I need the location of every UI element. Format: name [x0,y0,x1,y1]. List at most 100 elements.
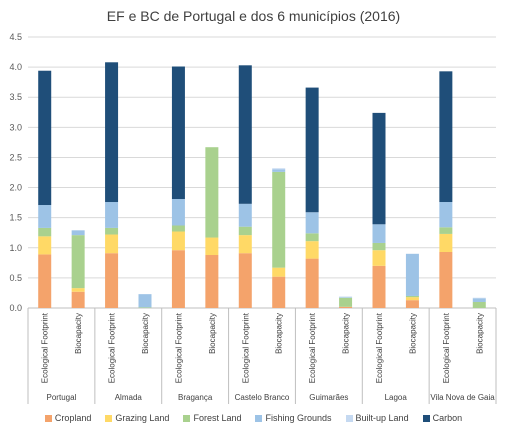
x-subcategory-label: Ecological Footprint [174,312,183,383]
bar-segment [71,288,85,292]
legend-item: Cropland [44,413,92,423]
bar-segment [439,233,453,252]
bar-segment [472,301,486,308]
bar-segment [305,87,319,213]
bar-segment [472,297,486,299]
bar-segment [38,236,52,255]
legend-item: Carbon [422,413,463,423]
bar-segment [272,169,286,172]
bar-segment [105,202,119,228]
y-tick-label: 0.5 [9,273,22,283]
bar-segment [372,265,386,308]
y-tick-label: 4.0 [9,62,22,72]
legend-swatch [44,414,52,422]
legend-label: Forest Land [193,413,242,423]
x-subcategory-label: Ecological Footprint [241,312,250,383]
y-tick-label: 3.0 [9,122,22,132]
bar-segment [38,205,52,228]
bar-segment [138,307,152,308]
bar-segment [138,294,152,308]
x-group-label: Vila Nova de Gaia [430,393,495,402]
x-subcategory-label: Biocapacity [342,313,351,354]
legend-item: Grazing Land [105,413,169,423]
bar-segment [372,112,386,225]
bar-segment [339,306,353,308]
legend-swatch [422,414,430,422]
bar-segment [71,235,85,289]
bar-segment [238,253,252,308]
x-subcategory-label: Ecological Footprint [41,312,50,383]
bar-segment [205,147,219,238]
bar-segment [372,224,386,243]
bar-segment [372,250,386,266]
x-subcategory-label: Biocapacity [208,313,217,354]
bar-segment [238,203,252,227]
x-subcategory-label: Ecological Footprint [308,312,317,383]
x-subcategory-label: Biocapacity [141,313,150,354]
legend-swatch [255,414,263,422]
bar-segment [405,295,419,298]
y-tick-label: 3.5 [9,92,22,102]
bar-segment [472,298,486,302]
bar-segment [205,237,219,256]
bar-segment [439,251,453,308]
bar-segment [305,233,319,242]
legend-swatch [105,414,113,422]
bar-segment [38,227,52,237]
bar-segment [372,242,386,251]
x-group-label: Bragança [178,393,213,402]
bar-segment [105,234,119,254]
bar-segment [238,235,252,254]
bar-segment [105,227,119,235]
x-subcategory-label: Ecological Footprint [108,312,117,383]
x-group-label: Guimarães [309,393,348,402]
x-group-label: Almada [115,393,143,402]
legend-label: Built-up Land [355,413,409,423]
bar-segment [205,255,219,308]
chart-title: EF e BC de Portugal e dos 6 municípios (… [106,8,401,24]
bar-segment [71,291,85,308]
bar-segment [272,168,286,170]
x-group-label: Castelo Branco [235,393,290,402]
bar-segment [439,227,453,234]
bar-segment [405,253,419,296]
legend-label: Fishing Grounds [265,413,332,423]
bar-segment [305,212,319,234]
bar-segment [105,253,119,308]
x-subcategory-label: Ecological Footprint [442,312,451,383]
bar-segment [405,297,419,301]
legend-label: Carbon [432,413,463,423]
bar-segment [171,66,185,199]
bar-segment [305,241,319,259]
legend-label: Cropland [54,413,92,423]
y-tick-label: 2.0 [9,183,22,193]
bar-segment [171,225,185,232]
bar-segment [439,71,453,203]
bar-segment [272,267,286,277]
bar-segment [339,297,353,307]
y-tick-label: 0.0 [9,303,22,313]
legend-swatch [345,414,353,422]
bar-segment [405,300,419,308]
x-subcategory-label: Ecological Footprint [375,312,384,383]
legend-swatch [183,414,191,422]
bar-segment [38,254,52,308]
bar-segment [238,65,252,204]
x-subcategory-label: Biocapacity [475,313,484,354]
x-subcategory-label: Biocapacity [74,313,83,354]
bar-segment [339,296,353,298]
bar-segment [71,230,85,236]
bar-segment [272,171,286,268]
y-tick-label: 1.0 [9,243,22,253]
x-subcategory-label: Biocapacity [275,313,284,354]
bar-segment [339,297,353,298]
y-tick-label: 1.5 [9,213,22,223]
legend-item: Built-up Land [345,413,409,423]
bar-segment [171,198,185,226]
x-group-label: Lagoa [385,393,408,402]
bar-segment [105,62,119,203]
legend-item: Forest Land [183,413,241,423]
legend-item: Fishing Grounds [255,413,332,423]
x-group-label: Portugal [47,393,77,402]
